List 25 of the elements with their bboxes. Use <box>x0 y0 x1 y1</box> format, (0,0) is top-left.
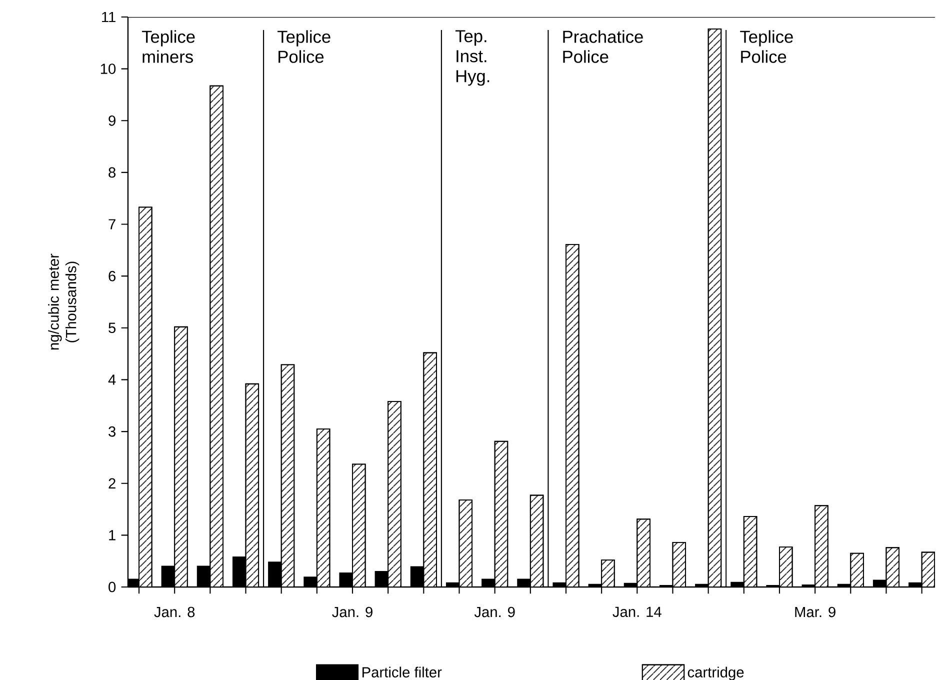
annotation: Teplice Police <box>278 30 330 63</box>
y-tick-label: 3 <box>108 426 116 437</box>
y-axis-title: ng/cubic meter (Thousands) <box>48 254 80 350</box>
annotation: Prachatice Police <box>563 30 643 63</box>
y-tick-label: 4 <box>108 374 116 385</box>
x-tick-label: Mar. 9 <box>795 606 836 618</box>
y-tick-label: 11 <box>102 12 116 22</box>
y-tick-label: 5 <box>108 322 116 334</box>
x-tick-label: Jan. 8 <box>154 606 195 618</box>
x-tick-label: Jan. 14 <box>612 606 662 618</box>
legend-label: Particle filter <box>362 666 442 678</box>
y-tick-label: 7 <box>108 219 116 230</box>
y-tick-label: 1 <box>109 530 116 540</box>
y-tick-label: 9 <box>108 115 116 126</box>
x-tick-label: Jan. 9 <box>332 606 372 618</box>
annotation: Teplice Police <box>740 30 793 63</box>
y-tick-label: 2 <box>108 478 116 488</box>
y-tick-label: 0 <box>108 582 116 592</box>
x-tick-label: Jan. 9 <box>474 606 515 618</box>
annotation: Teplice miners <box>142 30 195 63</box>
legend-label: cartridge <box>688 666 744 680</box>
annotation: Tep. Inst. Hyg. <box>455 30 490 86</box>
y-tick-label: 6 <box>108 270 116 282</box>
y-tick-label: 10 <box>100 64 116 74</box>
y-tick-label: 8 <box>108 167 116 178</box>
